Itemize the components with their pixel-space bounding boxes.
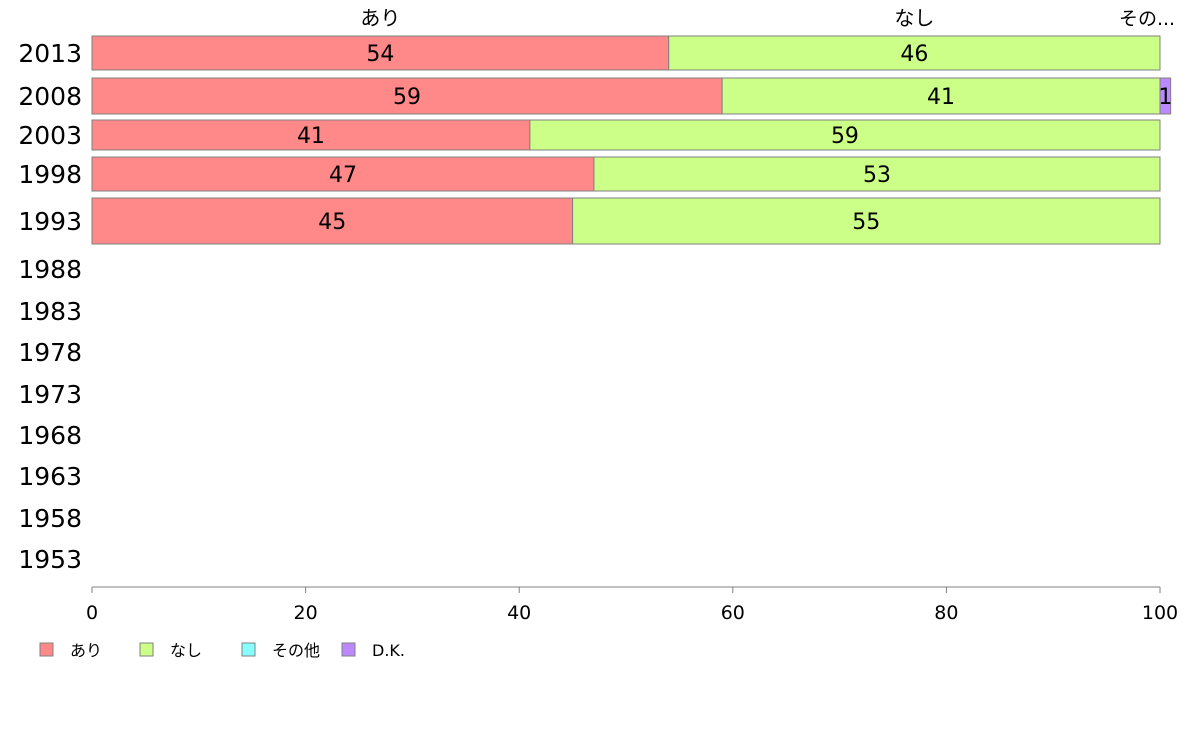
data-label-1998-series-0: 47 [329,163,357,188]
year-label-1988: 1988 [18,255,82,284]
data-label-2008-series-0: 59 [393,85,421,110]
legend-swatch-0 [39,642,54,657]
bar-2003-series-1 [529,119,1161,151]
x-tick-label-40: 40 [507,602,531,624]
bar-2008-series-3 [1159,77,1172,115]
data-label-1993-series-0: 45 [318,210,346,235]
x-tick-label-100: 100 [1142,602,1178,624]
top-label-2: その... [1119,8,1175,30]
year-label-1978: 1978 [18,338,82,367]
legend-label-0: あり [70,641,102,660]
data-label-1998-series-1: 53 [863,163,891,188]
year-label-1983: 1983 [18,297,82,326]
bar-1998-series-1 [593,156,1161,192]
bar-2013-series-0 [91,35,670,71]
data-label-2008-series-1: 41 [927,85,955,110]
bar-2008-series-1 [721,77,1161,115]
year-label-1973: 1973 [18,380,82,409]
year-label-2008: 2008 [18,82,82,111]
data-label-2003-series-0: 41 [297,124,325,149]
year-label-1993: 1993 [18,207,82,236]
legend-label-2: その他 [272,641,320,660]
bar-1998-series-0 [91,156,595,192]
data-label-2013-series-1: 46 [900,42,928,67]
year-label-1953: 1953 [18,545,82,574]
bar-2003-series-0 [91,119,531,151]
data-label-2003-series-1: 59 [831,124,859,149]
legend-swatch-1 [139,642,154,657]
bar-2013-series-1 [668,35,1161,71]
x-tick-label-60: 60 [721,602,745,624]
year-label-1998: 1998 [18,160,82,189]
x-tick-label-80: 80 [934,602,958,624]
year-label-1963: 1963 [18,462,82,491]
year-label-1968: 1968 [18,421,82,450]
bar-1993-series-0 [91,197,574,245]
year-label-1958: 1958 [18,504,82,533]
bar-1993-series-1 [572,197,1161,245]
year-label-2013: 2013 [18,39,82,68]
top-label-1: なし [894,6,934,30]
legend-label-3: D.K. [372,641,405,660]
data-label-1993-series-1: 55 [852,210,880,235]
x-tick-label-0: 0 [86,602,98,624]
legend-swatch-2 [241,642,256,657]
year-label-2003: 2003 [18,121,82,150]
legend-label-1: なし [170,641,202,660]
legend-swatch-3 [341,642,356,657]
x-tick-label-20: 20 [294,602,318,624]
top-label-0: あり [360,6,400,30]
bar-2008-series-0 [91,77,723,115]
data-label-2008-series-3: 1 [1158,85,1172,110]
data-label-2013-series-0: 54 [366,42,394,67]
